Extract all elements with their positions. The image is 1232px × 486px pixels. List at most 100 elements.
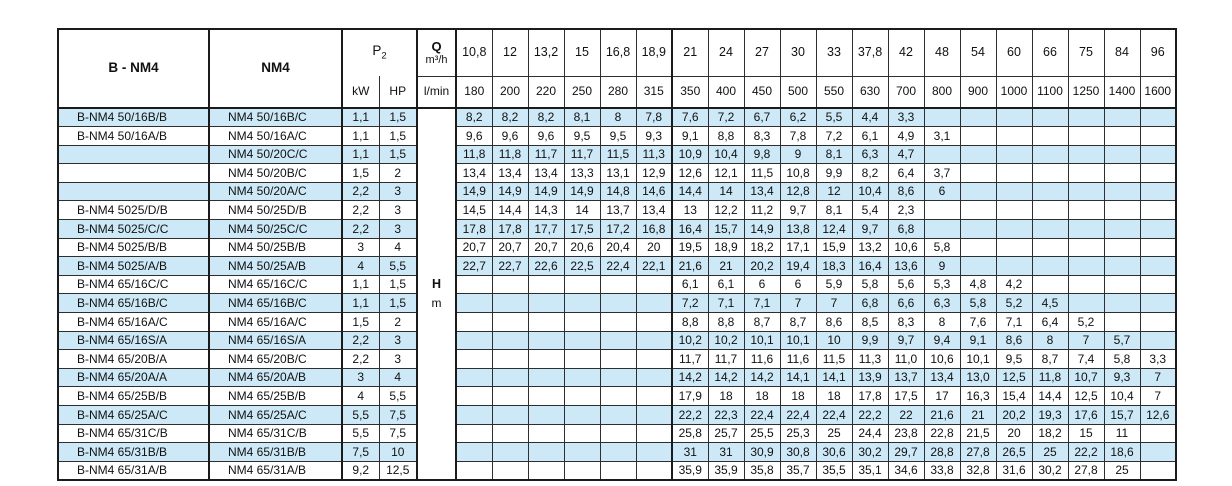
head-value-cell — [635, 460, 673, 481]
head-value-cell — [635, 312, 673, 332]
head-value-cell — [1031, 200, 1069, 221]
head-value-cell: 5,8 — [923, 237, 961, 258]
table-row: B-NM4 65/20B/A NM4 65/20B/C 2,2 3 11,7 1… — [57, 349, 1177, 369]
head-value-cell: 25,5 — [743, 423, 781, 444]
head-value-cell: 28,8 — [923, 442, 961, 462]
head-value-cell: 24,4 — [851, 423, 889, 444]
head-value-cell: 14,4 — [491, 200, 529, 221]
head-value-cell: 8,1 — [815, 200, 853, 221]
table-row: B-NM4 65/16B/C NM4 65/16B/C 1,1 1,5 m 7,… — [57, 293, 1177, 314]
head-value-cell — [1067, 219, 1105, 239]
head-value-cell — [635, 293, 673, 314]
head-value-cell: 12,6 — [671, 163, 709, 183]
head-value-cell: 2,3 — [887, 200, 925, 221]
hp-cell: 5,5 — [378, 386, 418, 406]
head-value-cell — [1139, 293, 1177, 314]
head-value-cell — [455, 274, 493, 295]
flow-lmin-header: 315 — [635, 75, 673, 109]
head-value-cell: 9,9 — [851, 330, 889, 351]
head-value-cell — [599, 349, 637, 369]
head-value-cell: 35,9 — [707, 460, 745, 481]
head-value-cell — [527, 423, 565, 444]
head-value-cell — [1139, 219, 1177, 239]
head-value-cell: 5,9 — [815, 274, 853, 295]
head-unit-cell: m — [416, 293, 457, 313]
head-value-cell: 6,3 — [851, 144, 889, 165]
kw-cell: 1,1 — [341, 274, 380, 295]
head-value-cell — [635, 274, 673, 295]
head-value-cell: 22,2 — [851, 405, 889, 425]
head-value-cell: 10,7 — [1067, 367, 1105, 388]
head-value-cell: 22,6 — [527, 256, 565, 276]
head-value-cell: 17,8 — [851, 386, 889, 406]
table-row: B-NM4 65/16S/A NM4 65/16S/A 2,2 3 10,2 1… — [57, 330, 1177, 351]
head-value-cell: 17,8 — [455, 219, 493, 239]
head-value-cell — [1103, 256, 1141, 276]
flow-col-header: 42 — [887, 28, 925, 77]
head-value-cell — [1067, 237, 1105, 258]
head-value-cell: 11,7 — [527, 144, 565, 165]
head-value-cell: 13,7 — [599, 200, 637, 221]
head-value-cell — [563, 274, 601, 295]
head-value-cell — [1139, 163, 1177, 183]
flow-col-header: 84 — [1103, 28, 1141, 77]
head-value-cell: 14,2 — [707, 367, 745, 388]
nm4-model-cell: NM4 50/25A/B — [208, 256, 343, 276]
flow-lmin-header: 630 — [851, 75, 889, 109]
hp-cell: 3 — [378, 219, 418, 239]
head-value-cell — [599, 386, 637, 406]
head-value-cell — [1139, 330, 1177, 351]
head-value-cell — [635, 330, 673, 351]
head-value-cell: 17,8 — [491, 219, 529, 239]
head-value-cell: 20 — [635, 237, 673, 258]
head-value-cell: 9,6 — [527, 126, 565, 146]
head-value-cell: 9,9 — [815, 163, 853, 183]
bnm4-model-cell: B-NM4 65/16A/C — [57, 312, 210, 332]
head-value-cell: 8,6 — [887, 181, 925, 202]
head-value-cell: 17,5 — [563, 219, 601, 239]
head-value-cell — [635, 367, 673, 388]
head-value-cell — [635, 405, 673, 425]
flow-col-header: 18,9 — [635, 28, 673, 77]
head-value-cell — [1031, 274, 1069, 295]
kw-cell: 4 — [341, 386, 380, 406]
head-value-cell: 13,4 — [455, 163, 493, 183]
kw-cell: 1,1 — [341, 293, 380, 314]
head-value-cell: 25 — [815, 423, 853, 444]
head-value-cell — [995, 200, 1033, 221]
head-value-cell: 25,7 — [707, 423, 745, 444]
head-value-cell: 12 — [815, 181, 853, 202]
head-value-cell: 8 — [1031, 330, 1069, 351]
head-value-cell — [527, 386, 565, 406]
head-value-cell: 31 — [707, 442, 745, 462]
head-value-cell: 30,2 — [1031, 460, 1069, 481]
head-unit-cell — [416, 108, 457, 127]
head-value-cell: 10,1 — [743, 330, 781, 351]
head-value-cell — [1103, 144, 1141, 165]
head-value-cell: 10,8 — [779, 163, 817, 183]
head-value-cell: 10,1 — [779, 330, 817, 351]
bnm4-model-cell: B-NM4 5025/B/B — [57, 237, 210, 258]
head-value-cell: 16,8 — [635, 219, 673, 239]
head-value-cell — [455, 293, 493, 314]
head-value-cell: 25,3 — [779, 423, 817, 444]
head-value-cell — [959, 181, 997, 202]
head-value-cell: 7 — [1139, 367, 1177, 388]
head-value-cell: 13 — [671, 200, 709, 221]
head-value-cell — [599, 405, 637, 425]
head-value-cell: 22,3 — [707, 405, 745, 425]
head-value-cell: 16,4 — [671, 219, 709, 239]
head-value-cell — [527, 293, 565, 314]
head-value-cell — [995, 144, 1033, 165]
head-value-cell: 35,9 — [671, 460, 709, 481]
head-value-cell — [1103, 126, 1141, 146]
p2-label: P — [372, 43, 382, 59]
head-value-cell: 4,7 — [887, 144, 925, 165]
head-value-cell — [1031, 219, 1069, 239]
head-value-cell: 17,5 — [887, 386, 925, 406]
table-row: B-NM4 5025/D/B NM4 50/25D/B 2,2 3 14,5 1… — [57, 200, 1177, 221]
head-value-cell: 11,6 — [779, 349, 817, 369]
head-value-cell: 29,7 — [887, 442, 925, 462]
head-value-cell: 20 — [995, 423, 1033, 444]
